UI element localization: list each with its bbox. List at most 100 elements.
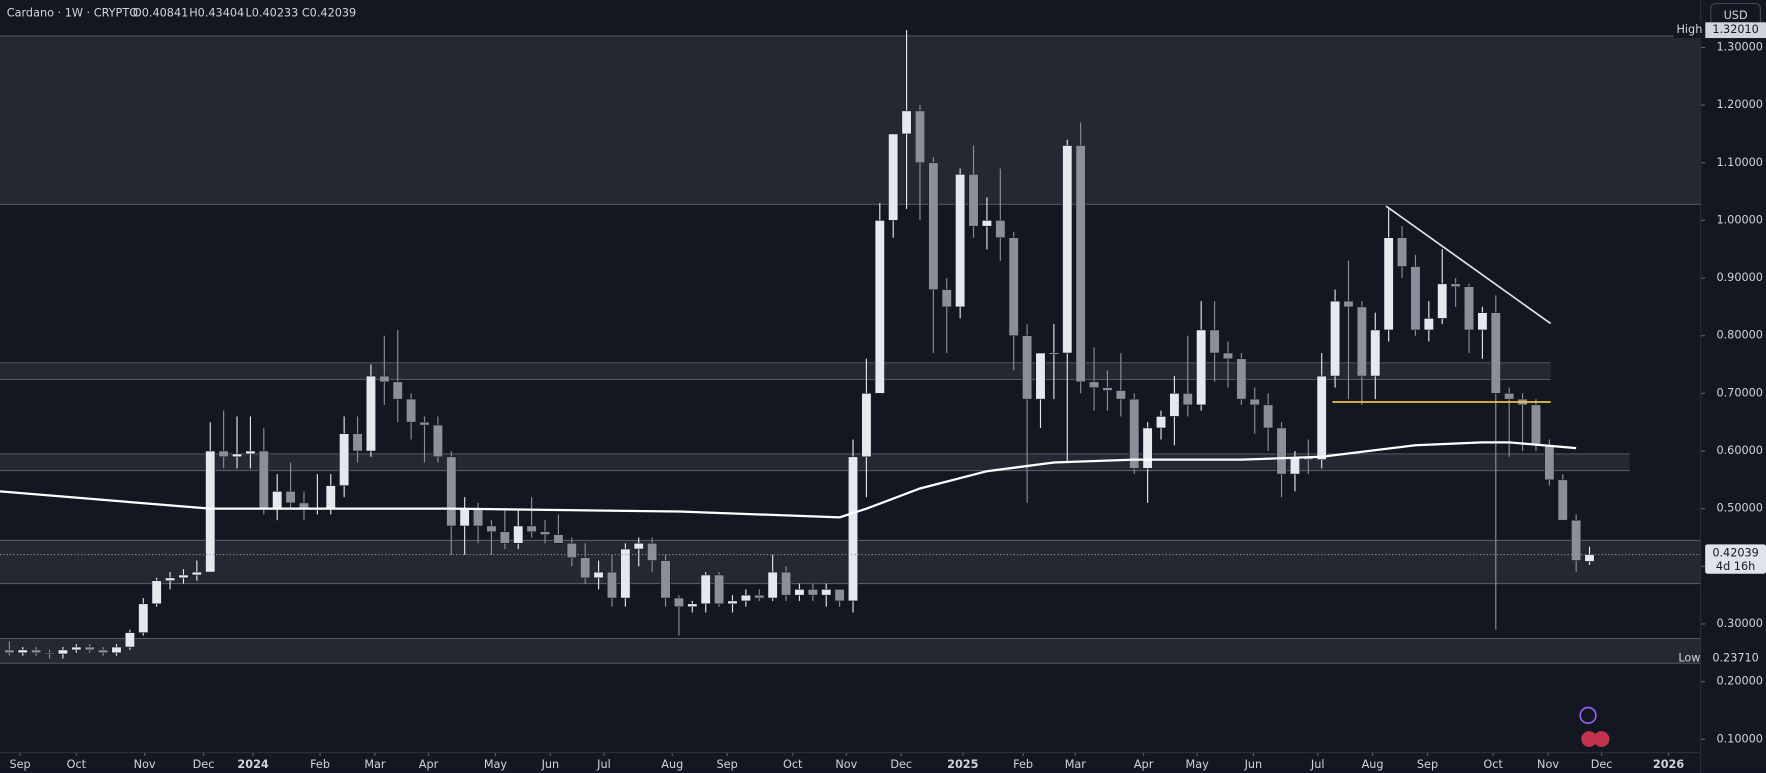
zone — [0, 638, 1701, 664]
candle-body — [1008, 237, 1019, 337]
candle-body — [540, 531, 551, 535]
candle-body — [580, 557, 591, 579]
y-tick-label: 0.50000 — [1716, 502, 1763, 515]
x-tick-label: Jul — [1310, 758, 1325, 771]
candle-body — [1075, 145, 1086, 383]
x-tick-label: Dec — [890, 758, 912, 771]
event-icon[interactable] — [1581, 731, 1598, 747]
candle-body — [1022, 335, 1033, 400]
y-tick-label: 0.10000 — [1716, 732, 1763, 745]
candle-body — [151, 580, 162, 605]
x-tick-label: Sep — [717, 758, 738, 771]
y-tick-label: 1.10000 — [1716, 156, 1763, 169]
x-tick-label: Nov — [835, 758, 857, 771]
zone — [0, 362, 1551, 380]
candle-body — [901, 110, 912, 135]
candle-body — [57, 649, 68, 655]
candle-body — [740, 594, 751, 602]
candle-body — [566, 542, 577, 558]
candle-body — [473, 508, 484, 527]
candle-body — [31, 649, 42, 654]
low-value: 0.23710 — [1712, 652, 1759, 665]
candle-body — [98, 649, 109, 654]
candle-body — [124, 632, 135, 648]
candle-body — [941, 289, 952, 308]
candle-body — [888, 133, 899, 221]
x-tick-label: Jul — [596, 758, 611, 771]
candle-body — [1263, 404, 1274, 429]
candle-body — [1249, 398, 1260, 406]
candle-body — [767, 571, 778, 599]
candle-body — [861, 393, 872, 458]
x-tick-label: Jun — [1244, 758, 1263, 771]
candle-body — [620, 548, 631, 599]
candle-body — [874, 220, 885, 394]
candle-body — [446, 456, 457, 527]
candle-body — [1330, 300, 1341, 377]
x-tick-label: 2024 — [237, 758, 268, 771]
candle-body — [513, 525, 524, 544]
y-tick-label: 1.30000 — [1716, 40, 1763, 53]
candle-body — [848, 456, 859, 602]
candle-body — [1504, 393, 1515, 400]
y-tick-label: 0.30000 — [1716, 617, 1763, 630]
candle-body — [526, 525, 537, 533]
candle-body — [834, 589, 845, 602]
candle-body — [995, 220, 1006, 238]
x-tick-label: May — [1186, 758, 1210, 771]
high-name: High — [1676, 23, 1702, 36]
last-price-box — [1705, 544, 1766, 574]
candle-body — [1530, 404, 1541, 446]
candle-body — [1450, 283, 1461, 287]
candle-body — [700, 574, 711, 605]
candle-body — [392, 381, 403, 400]
x-tick-label: May — [484, 758, 508, 771]
candle-body — [84, 646, 95, 651]
low-box — [1705, 650, 1766, 667]
last-price-label: 0.42039 — [1712, 546, 1759, 559]
y-tick-label: 0.90000 — [1716, 271, 1763, 284]
candle-body — [647, 542, 658, 561]
candle-body — [325, 485, 336, 509]
candle-body — [1410, 266, 1421, 331]
alert-icon[interactable] — [1579, 706, 1597, 725]
high-box — [1705, 22, 1766, 39]
candle-body — [17, 649, 28, 654]
candle-body — [1356, 306, 1367, 377]
x-tick-label: Feb — [310, 758, 330, 771]
candle-body — [606, 571, 617, 599]
candle-body — [218, 450, 229, 458]
candle-body — [714, 574, 725, 605]
event-icon[interactable] — [1593, 731, 1610, 747]
y-tick-label: 0.60000 — [1716, 444, 1763, 457]
y-tick-label: 1.00000 — [1716, 213, 1763, 226]
zone — [0, 35, 1701, 205]
candle-body — [914, 110, 925, 164]
candle-body — [981, 220, 992, 227]
candle-body — [1289, 456, 1300, 475]
low-name: Low — [1678, 652, 1700, 665]
y-tick-label: 0.70000 — [1716, 386, 1763, 399]
x-tick-label: Nov — [134, 758, 156, 771]
candle-body — [1209, 329, 1220, 354]
candle-body — [1115, 390, 1126, 400]
y-tick-label: 0.80000 — [1716, 329, 1763, 342]
candle-body — [419, 421, 430, 426]
candle-body — [633, 542, 644, 550]
candle-body — [272, 491, 283, 509]
x-tick-label: Sep — [9, 758, 30, 771]
candle-body — [1276, 427, 1287, 475]
candle-body — [1062, 145, 1073, 354]
countdown-label: 4d 16h — [1716, 560, 1755, 573]
candle-body — [205, 450, 216, 573]
candle-body — [673, 597, 684, 607]
y-tick-label: 0.20000 — [1716, 675, 1763, 688]
candle-body — [754, 594, 765, 599]
candle-body — [1222, 352, 1233, 360]
candle-body — [1397, 237, 1408, 267]
candle-body — [258, 450, 269, 509]
candle-body — [111, 646, 122, 654]
x-tick-label: Apr — [1134, 758, 1154, 771]
candle-body — [4, 649, 15, 654]
candle-body — [1544, 444, 1555, 481]
